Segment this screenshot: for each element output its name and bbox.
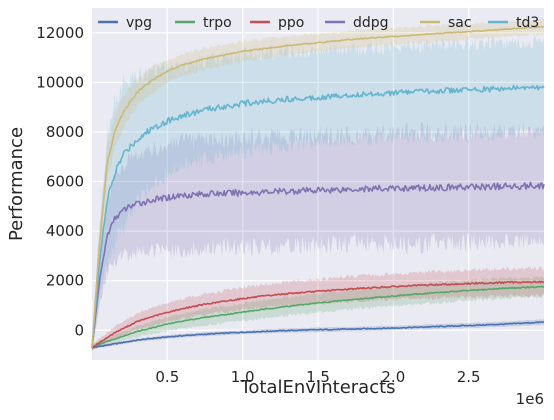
series-lines bbox=[91, 25, 545, 349]
y-tick-label: 0 bbox=[74, 321, 84, 339]
line-td3 bbox=[91, 84, 545, 348]
x-axis-label: TotalEnvInteracts bbox=[239, 377, 395, 398]
x-tick-label: 2.5 bbox=[457, 368, 481, 386]
y-tick-label: 12000 bbox=[36, 24, 84, 42]
line-trpo bbox=[91, 285, 545, 349]
y-tick-label: 6000 bbox=[46, 173, 84, 191]
line-vpg bbox=[91, 321, 545, 349]
band-trpo bbox=[92, 275, 544, 351]
line-ppo bbox=[91, 280, 545, 349]
legend-label-trpo: trpo bbox=[203, 15, 232, 31]
axes: 0.5 1.0 1.5 2.0 2.5 0 2000 4000 6000 8000 10000 120… bbox=[36, 24, 480, 386]
legend-label-ppo: ppo bbox=[278, 15, 304, 31]
x-tick-label: 0.5 bbox=[155, 368, 179, 386]
band-ddpg bbox=[92, 121, 544, 353]
line-ddpg bbox=[91, 181, 545, 348]
legend-label-vpg: vpg bbox=[126, 15, 152, 31]
x-axis-offset-label: 1e6 bbox=[516, 390, 544, 408]
y-tick-label: 2000 bbox=[46, 272, 84, 290]
x-tick-label: 2.0 bbox=[381, 368, 405, 386]
y-axis-label: Performance bbox=[6, 127, 27, 241]
y-tick-label: 10000 bbox=[36, 73, 84, 91]
legend-label-sac: sac bbox=[448, 15, 472, 31]
legend-label-ddpg: ddpg bbox=[353, 15, 389, 31]
y-tick-label: 8000 bbox=[46, 123, 84, 141]
line-sac bbox=[91, 25, 545, 348]
x-tick-label: 1.5 bbox=[306, 368, 330, 386]
band-ppo bbox=[92, 266, 544, 351]
legend: vpg trpo ppo ddpg sac td3 bbox=[98, 15, 539, 31]
y-tick-label: 4000 bbox=[46, 222, 84, 240]
x-tick-label: 1.0 bbox=[231, 368, 255, 386]
legend-label-td3: td3 bbox=[516, 15, 539, 31]
band-td3 bbox=[92, 34, 544, 356]
grid-lines bbox=[92, 8, 544, 360]
